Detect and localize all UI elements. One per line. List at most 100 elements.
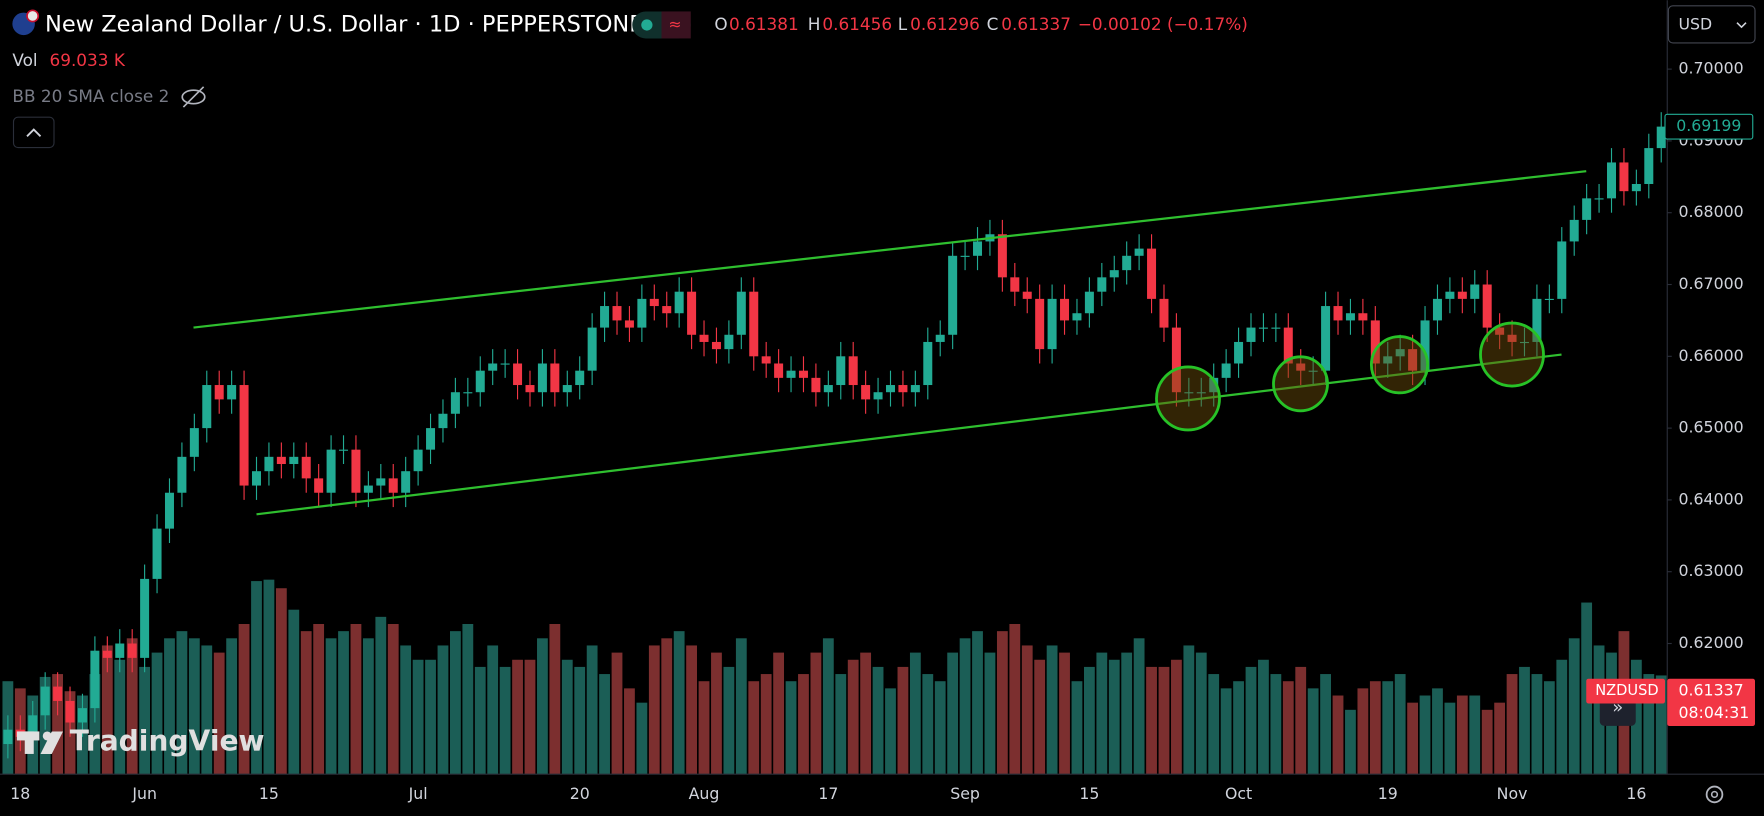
candle-body bbox=[1594, 198, 1604, 200]
candle-body bbox=[53, 686, 63, 701]
volume-bar bbox=[1133, 638, 1145, 775]
y-tick-label: 0.63000 bbox=[1679, 561, 1744, 580]
candle-body bbox=[500, 363, 510, 365]
x-tick-label: Nov bbox=[1497, 784, 1528, 803]
change-value: −0.00102 (−0.17%) bbox=[1078, 14, 1248, 34]
volume-bar bbox=[1171, 659, 1182, 775]
volume-bar bbox=[723, 666, 735, 775]
volume-bar bbox=[1394, 674, 1406, 775]
candle-body bbox=[450, 392, 460, 414]
volume-bar bbox=[735, 638, 747, 775]
candle-body bbox=[65, 700, 75, 723]
ohlc-label: O bbox=[714, 14, 727, 34]
candle-body bbox=[1022, 291, 1032, 299]
candle-body bbox=[674, 291, 684, 314]
candle-body bbox=[1283, 327, 1293, 364]
volume-bar bbox=[101, 645, 113, 775]
volume-bar bbox=[338, 631, 349, 775]
currency-button[interactable] bbox=[1667, 5, 1756, 44]
volume-bar bbox=[810, 652, 822, 775]
candle-body bbox=[289, 456, 299, 465]
volume-bar bbox=[934, 681, 946, 775]
candle-body bbox=[426, 428, 436, 450]
candle-body bbox=[624, 320, 634, 328]
volume-bar bbox=[922, 674, 934, 775]
volume-bar bbox=[1345, 709, 1356, 775]
x-tick-label: 16 bbox=[1626, 784, 1646, 803]
volume-bar bbox=[1146, 666, 1157, 775]
volume-bar bbox=[1593, 645, 1605, 775]
volume-bar bbox=[89, 674, 101, 775]
volume-bar bbox=[350, 624, 362, 775]
last-price-tag bbox=[1664, 113, 1754, 140]
candle-body bbox=[1482, 284, 1492, 328]
time-axis-panel bbox=[0, 774, 1764, 816]
candle-body bbox=[612, 306, 622, 321]
candle-body bbox=[1582, 198, 1592, 220]
candle-body bbox=[1097, 277, 1107, 292]
candle-body bbox=[935, 334, 945, 342]
volume-bar bbox=[176, 631, 188, 775]
volume-bar bbox=[996, 631, 1008, 775]
eye-slash bbox=[182, 86, 205, 108]
candle-body bbox=[1457, 291, 1467, 299]
symbol-tag bbox=[1586, 678, 1665, 704]
collapse-button[interactable] bbox=[12, 116, 55, 149]
volume-bar bbox=[188, 638, 200, 775]
x-tick-label: Jun bbox=[131, 784, 157, 803]
trendline-lower bbox=[256, 353, 1562, 516]
highlight-circle bbox=[1272, 355, 1329, 413]
candle-body bbox=[885, 385, 895, 393]
settings-icon[interactable] bbox=[1705, 785, 1724, 804]
volume-bar bbox=[1643, 674, 1655, 775]
candle-body bbox=[252, 471, 261, 486]
volume-bar bbox=[1506, 674, 1518, 775]
candle-body bbox=[1644, 148, 1654, 184]
indicator-label[interactable]: BB 20 SMA close 2 bbox=[12, 86, 169, 106]
candle-body bbox=[227, 385, 237, 400]
candle-body bbox=[1047, 298, 1057, 350]
volume-bar bbox=[1208, 674, 1220, 775]
volume-bar bbox=[126, 638, 138, 775]
volume-bar bbox=[201, 645, 213, 775]
scroll-icon: » bbox=[1612, 697, 1623, 718]
axes: 0.62000 0.63000 0.64000 0.65000 0.66000 0.670… bbox=[10, 59, 1743, 803]
countdown-label: 08:04:31 bbox=[1679, 703, 1750, 722]
brand-label: TradingView bbox=[70, 725, 265, 758]
candle-body bbox=[749, 291, 759, 357]
candle-body bbox=[1495, 327, 1505, 335]
hide-icon[interactable] bbox=[181, 86, 206, 108]
candle-body bbox=[811, 377, 821, 393]
candle-body bbox=[1147, 248, 1157, 299]
candle-body bbox=[40, 686, 50, 716]
volume-bar bbox=[773, 652, 785, 775]
volume-bar bbox=[698, 681, 710, 775]
candle-body bbox=[463, 392, 473, 394]
candle-body bbox=[326, 449, 336, 493]
candle-body bbox=[1060, 298, 1070, 321]
candle-body bbox=[1408, 349, 1418, 371]
candle-body bbox=[438, 413, 448, 429]
candle-body bbox=[823, 385, 833, 393]
volume-bar bbox=[1494, 702, 1506, 775]
candle-body bbox=[189, 428, 199, 457]
volume-bar bbox=[549, 624, 561, 775]
volume-bar bbox=[512, 659, 523, 775]
volume-bar bbox=[1009, 624, 1021, 775]
ohlc-label: H bbox=[808, 14, 821, 34]
x-tick-label: Jul bbox=[408, 784, 428, 803]
volume-bar bbox=[263, 579, 275, 775]
candle-body bbox=[973, 241, 983, 256]
candle-body bbox=[177, 456, 187, 493]
volume-bar bbox=[362, 638, 374, 775]
volume-bar bbox=[251, 581, 262, 775]
candle-body bbox=[376, 478, 386, 486]
candle-body bbox=[1184, 392, 1194, 394]
volume-bar bbox=[1357, 688, 1369, 775]
volume-bar bbox=[885, 688, 896, 775]
candle-body bbox=[1035, 298, 1045, 350]
ohlc-value: 0.61381 bbox=[729, 14, 799, 34]
candle-body bbox=[264, 456, 274, 472]
x-tick-label: 15 bbox=[1079, 784, 1099, 803]
price-tags: 0.69199 NZDUSD 0.61337 08:04:31 bbox=[1586, 113, 1755, 726]
